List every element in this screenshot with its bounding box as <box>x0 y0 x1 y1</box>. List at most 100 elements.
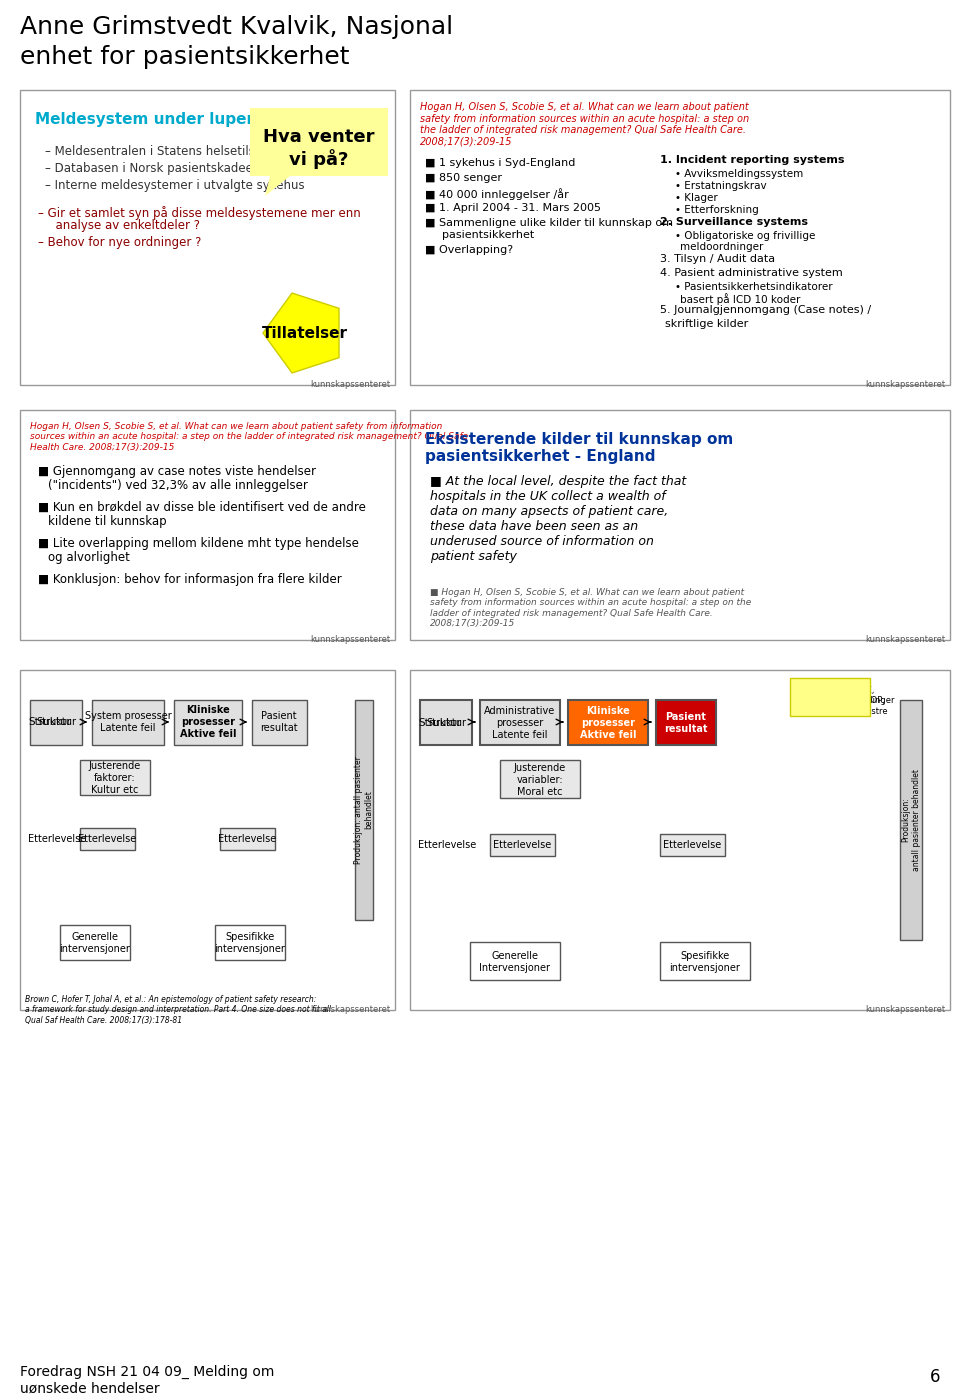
Text: – Gir et samlet syn på disse meldesystemene mer enn: – Gir et samlet syn på disse meldesystem… <box>38 206 361 220</box>
FancyBboxPatch shape <box>500 760 580 797</box>
FancyBboxPatch shape <box>80 760 150 795</box>
FancyBboxPatch shape <box>174 700 242 746</box>
Text: 6: 6 <box>929 1368 940 1386</box>
Text: • Obligatoriske og frivillige: • Obligatoriske og frivillige <box>675 231 815 241</box>
Text: ■ Sammenligne ulike kilder til kunnskap om: ■ Sammenligne ulike kilder til kunnskap … <box>425 218 673 228</box>
Text: skriftlige kilder: skriftlige kilder <box>665 319 748 329</box>
Text: Struktur: Struktur <box>426 718 466 727</box>
Text: Eksisterende kilder til kunnskap om
pasientsikkerhet - England: Eksisterende kilder til kunnskap om pasi… <box>425 432 733 464</box>
Text: ■ Hogan H, Olsen S, Scobie S, et al. What can we learn about patient
safety from: ■ Hogan H, Olsen S, Scobie S, et al. Wha… <box>430 588 752 628</box>
Text: ■ Gjennomgang av case notes viste hendelser: ■ Gjennomgang av case notes viste hendel… <box>38 464 316 478</box>
Text: Hogan H, Olsen S, Scobie S, et al. What can we learn about patient safety from i: Hogan H, Olsen S, Scobie S, et al. What … <box>30 422 468 452</box>
Text: Generelle
Intervensjoner: Generelle Intervensjoner <box>479 951 550 972</box>
Text: Etterlevelse: Etterlevelse <box>218 834 276 844</box>
Text: Hogan H, Olsen S, Scobie S, et al. What can we learn about patient
safety from i: Hogan H, Olsen S, Scobie S, et al. What … <box>420 102 749 147</box>
Text: Generelle
intervensjoner: Generelle intervensjoner <box>60 932 131 954</box>
FancyBboxPatch shape <box>420 700 472 746</box>
Text: ■ 1 sykehus i Syd-England: ■ 1 sykehus i Syd-England <box>425 158 575 168</box>
Text: Kliniske
prosesser
Aktive feil: Kliniske prosesser Aktive feil <box>180 705 236 739</box>
Text: kunnskapssenteret: kunnskapssenteret <box>865 635 945 644</box>
Text: ■ 40 000 innleggelser /år: ■ 40 000 innleggelser /år <box>425 187 568 200</box>
Text: ■ At the local level, despite the fact that
hospitals in the UK collect a wealth: ■ At the local level, despite the fact t… <box>430 476 686 562</box>
FancyBboxPatch shape <box>20 670 395 1010</box>
Text: Etterlevelse: Etterlevelse <box>28 834 86 844</box>
Text: Struktur: Struktur <box>418 718 461 727</box>
Text: Spesifikke
intervensjoner: Spesifikke intervensjoner <box>215 932 285 954</box>
Text: ■ 850 senger: ■ 850 senger <box>425 173 502 183</box>
Text: ■ Overlapping?: ■ Overlapping? <box>425 245 514 255</box>
Text: • Erstatningskrav: • Erstatningskrav <box>675 180 767 192</box>
Text: – Behov for nye ordninger ?: – Behov for nye ordninger ? <box>38 236 202 249</box>
Text: Administrative
prosesser
Latente feil: Administrative prosesser Latente feil <box>485 706 556 740</box>
Text: Hva venter
vi på?: Hva venter vi på? <box>263 127 374 169</box>
Text: Tillatelser: Tillatelser <box>262 326 348 340</box>
Text: kunnskapssenteret: kunnskapssenteret <box>310 381 390 389</box>
Text: 4. Pasient administrative system: 4. Pasient administrative system <box>660 269 843 278</box>
FancyBboxPatch shape <box>656 700 716 746</box>
FancyBboxPatch shape <box>410 410 950 639</box>
Text: Etterlevelse: Etterlevelse <box>78 834 136 844</box>
Text: Brown C, Hofer T, Johal A, et al.: An epistemology of patient safety research:
a: Brown C, Hofer T, Johal A, et al.: An ep… <box>25 995 333 1025</box>
Text: kunnskapssenteret: kunnskapssenteret <box>310 1004 390 1014</box>
Text: Produksjon:
antall pasienter behandlet: Produksjon: antall pasienter behandlet <box>901 769 921 872</box>
Text: analyse av enkeltdeler ?: analyse av enkeltdeler ? <box>48 220 200 232</box>
FancyBboxPatch shape <box>410 90 950 385</box>
FancyBboxPatch shape <box>410 670 950 1010</box>
Text: ("incidents") ved 32,3% av alle innleggelser: ("incidents") ved 32,3% av alle innlegge… <box>48 478 308 492</box>
FancyBboxPatch shape <box>30 700 82 746</box>
Text: Produksjon: antall pasienter
behandlet: Produksjon: antall pasienter behandlet <box>354 755 373 865</box>
FancyBboxPatch shape <box>790 679 870 716</box>
FancyBboxPatch shape <box>490 834 555 856</box>
Text: Justerende
faktorer:
Kultur etc: Justerende faktorer: Kultur etc <box>89 761 141 795</box>
Text: • Etterforskning: • Etterforskning <box>675 206 758 215</box>
Text: System prosesser
Latente feil: System prosesser Latente feil <box>84 711 172 733</box>
Text: ■ Konklusjon: behov for informasjon fra flere kilder: ■ Konklusjon: behov for informasjon fra … <box>38 574 342 586</box>
Text: Anne Grimstvedt Kvalvik, Nasjonal: Anne Grimstvedt Kvalvik, Nasjonal <box>20 15 453 39</box>
Text: Pasient
resultat: Pasient resultat <box>664 712 708 734</box>
Text: Pasient
resultat: Pasient resultat <box>260 711 298 733</box>
FancyBboxPatch shape <box>660 834 725 856</box>
Text: § 3-3 meldinger
Lokale avviksmeldinger: § 3-3 meldinger Lokale avviksmeldinger <box>795 686 895 705</box>
Text: og alvorlighet: og alvorlighet <box>48 551 130 564</box>
Text: kunnskapssenteret: kunnskapssenteret <box>310 635 390 644</box>
Text: Justerende
variabler:
Moral etc: Justerende variabler: Moral etc <box>514 764 566 796</box>
Text: • Klager: • Klager <box>675 193 718 203</box>
FancyBboxPatch shape <box>80 828 135 851</box>
Text: • Pasientsikkerhetsindikatorer: • Pasientsikkerhetsindikatorer <box>675 283 832 292</box>
Text: kildene til kunnskap: kildene til kunnskap <box>48 515 167 527</box>
Text: Etterlevelse: Etterlevelse <box>492 839 551 851</box>
Text: Struktur: Struktur <box>36 718 76 727</box>
FancyBboxPatch shape <box>92 700 164 746</box>
Text: ■ 1. April 2004 - 31. Mars 2005: ■ 1. April 2004 - 31. Mars 2005 <box>425 203 601 213</box>
Text: Struktur: Struktur <box>28 718 71 727</box>
FancyBboxPatch shape <box>480 700 560 746</box>
Text: Etterlevelse: Etterlevelse <box>662 839 721 851</box>
Text: 1. Incident reporting systems: 1. Incident reporting systems <box>660 155 845 165</box>
Text: ■ Lite overlapping mellom kildene mht type hendelse: ■ Lite overlapping mellom kildene mht ty… <box>38 537 359 550</box>
Text: kunnskapssenteret: kunnskapssenteret <box>865 1004 945 1014</box>
Text: basert på ICD 10 koder: basert på ICD 10 koder <box>680 292 801 305</box>
Text: Meldesystem under lupen: Meldesystem under lupen <box>35 112 257 127</box>
Text: enhet for pasientsikkerhet: enhet for pasientsikkerhet <box>20 45 349 69</box>
Text: 2. Surveillance systems: 2. Surveillance systems <box>660 217 808 227</box>
Text: 5. Journalgjennomgang (Case notes) /: 5. Journalgjennomgang (Case notes) / <box>660 305 871 315</box>
Text: kunnskapssenteret: kunnskapssenteret <box>865 381 945 389</box>
FancyBboxPatch shape <box>220 828 275 851</box>
FancyBboxPatch shape <box>252 700 307 746</box>
FancyBboxPatch shape <box>568 700 648 746</box>
FancyBboxPatch shape <box>60 925 130 960</box>
Text: – Meldesentralen i Statens helsetilsyn: – Meldesentralen i Statens helsetilsyn <box>45 145 270 158</box>
Text: – Databasen i Norsk pasientskadeerstatning: – Databasen i Norsk pasientskadeerstatni… <box>45 162 306 175</box>
FancyBboxPatch shape <box>250 108 388 176</box>
FancyBboxPatch shape <box>900 700 922 940</box>
Text: Etterlevelse: Etterlevelse <box>418 839 476 851</box>
FancyBboxPatch shape <box>355 700 373 921</box>
Text: ■ Kun en brøkdel av disse ble identifisert ved de andre: ■ Kun en brøkdel av disse ble identifise… <box>38 501 366 513</box>
Text: NPE,
PASOP,
registre: NPE, PASOP, registre <box>855 686 888 716</box>
Text: Kliniske
prosesser
Aktive feil: Kliniske prosesser Aktive feil <box>580 706 636 740</box>
FancyBboxPatch shape <box>20 410 395 639</box>
Text: pasientsikkerhet: pasientsikkerhet <box>435 229 535 241</box>
Polygon shape <box>265 176 290 196</box>
Text: – Interne meldesystemer i utvalgte sykehus: – Interne meldesystemer i utvalgte sykeh… <box>45 179 304 192</box>
FancyBboxPatch shape <box>215 925 285 960</box>
